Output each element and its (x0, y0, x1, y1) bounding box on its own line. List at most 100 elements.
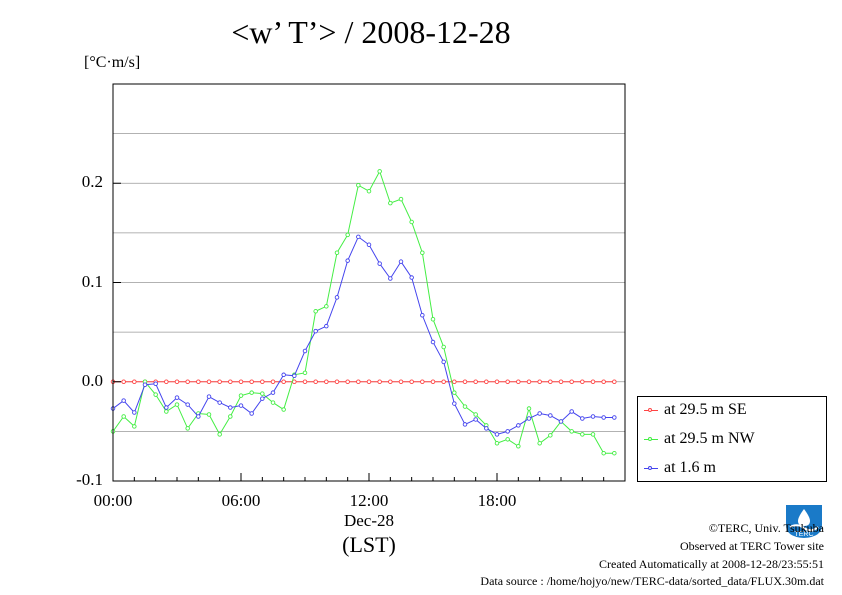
data-point (612, 379, 617, 385)
data-point (612, 415, 617, 420)
copyright-text: ©TERC, Univ. Tsukuba (708, 521, 824, 535)
data-point (164, 379, 169, 385)
data-point (302, 379, 308, 385)
y-tick-label: 0.0 (81, 370, 103, 390)
data-point (441, 344, 446, 350)
data-point (185, 379, 190, 385)
x-tick-label: 00:00 (93, 491, 133, 510)
data-point (430, 379, 436, 385)
data-point (484, 426, 489, 431)
data-point (409, 275, 414, 280)
data-point (473, 412, 478, 417)
data-point (270, 400, 276, 405)
data-point (462, 404, 468, 409)
data-point (334, 250, 340, 255)
data-point (452, 379, 457, 385)
data-point (601, 415, 606, 420)
data-point (217, 379, 222, 385)
data-point (142, 382, 148, 387)
data-point (196, 414, 201, 419)
data-point (164, 405, 169, 410)
series-0 (110, 379, 617, 385)
data-point (409, 379, 414, 385)
data-point (334, 379, 340, 385)
y-tick-label: -0.1 (76, 470, 103, 489)
data-point (185, 402, 190, 407)
data-point (260, 391, 265, 396)
data-point (228, 405, 233, 410)
data-point (398, 259, 404, 264)
data-point (324, 379, 329, 385)
data-point (430, 339, 436, 345)
data-point (612, 450, 617, 456)
data-point (420, 313, 425, 318)
terc-logo: TERC (786, 505, 822, 538)
data-point (185, 426, 190, 431)
data-point (452, 390, 457, 395)
x-date-label: Dec-28 (343, 511, 395, 530)
data-point (270, 379, 276, 385)
legend-entry: at 29.5 m SE (638, 401, 826, 421)
data-point (409, 219, 414, 225)
data-point (302, 348, 308, 354)
data-point (238, 393, 244, 398)
legend-label: at 1.6 m (664, 459, 716, 476)
data-point (302, 370, 308, 376)
data-point (569, 409, 574, 414)
data-point (206, 394, 212, 399)
data-point (590, 379, 596, 385)
x-tick-label: 18:00 (477, 491, 517, 510)
data-point (420, 379, 425, 385)
legend-entry: at 1.6 m (638, 459, 826, 479)
data-point (132, 410, 137, 415)
data-point (121, 398, 126, 403)
data-point (324, 304, 329, 309)
data-point (238, 403, 244, 408)
data-point (516, 444, 521, 449)
data-point (206, 379, 212, 385)
data-point (548, 413, 553, 418)
data-point (132, 379, 137, 385)
data-point (313, 328, 318, 334)
legend: at 29.5 m SE at 29.5 m NW at 1.6 m (637, 396, 827, 482)
data-point (377, 379, 382, 385)
data-point (217, 432, 222, 437)
data-point (206, 412, 212, 417)
data-point (238, 379, 244, 385)
data-point (281, 407, 286, 412)
data-point (174, 379, 180, 385)
created-text: Created Automatically at 2008-12-28/23:5… (599, 557, 824, 571)
legend-label: at 29.5 m NW (664, 430, 755, 447)
data-point (580, 432, 585, 437)
data-point (366, 188, 372, 194)
data-point (462, 379, 468, 385)
data-point (388, 200, 393, 206)
data-point (217, 400, 222, 405)
data-point (398, 379, 404, 385)
data-point (121, 414, 126, 419)
data-point (366, 379, 372, 385)
data-point (526, 416, 532, 421)
data-point (334, 295, 340, 300)
data-point (398, 196, 404, 202)
data-point (132, 424, 137, 429)
data-point (494, 379, 500, 385)
data-point (462, 422, 468, 427)
y-tick-label: 0.1 (81, 271, 103, 291)
data-point (356, 379, 361, 385)
data-point (452, 401, 457, 406)
legend-entry: at 29.5 m NW (638, 430, 826, 450)
data-point (548, 379, 553, 385)
data-point (590, 432, 596, 437)
data-point (292, 373, 297, 379)
svg-text:TERC: TERC (794, 531, 813, 538)
observed-text: Observed at TERC Tower site (679, 539, 824, 553)
data-point (249, 379, 254, 385)
data-point (313, 379, 318, 385)
legend-swatch-marker (648, 466, 652, 470)
data-point (558, 419, 564, 424)
data-point (270, 390, 276, 395)
x-tick-label: 12:00 (349, 491, 389, 510)
data-point (580, 416, 585, 421)
